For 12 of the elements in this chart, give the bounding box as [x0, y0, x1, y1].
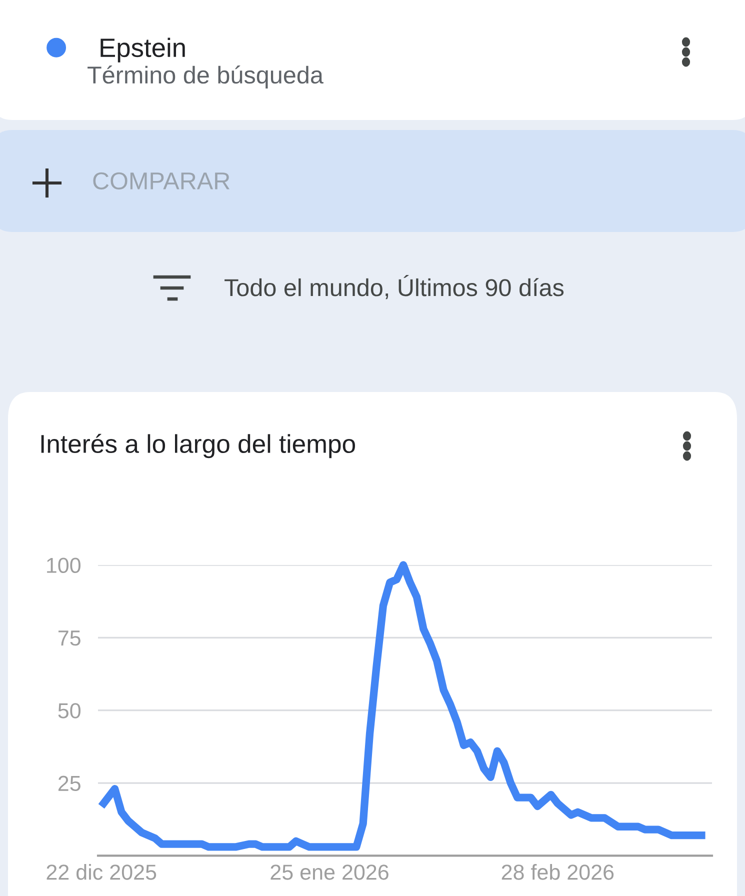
- chart-title: Interés a lo largo del tiempo: [41, 434, 355, 458]
- y-tick-label: 100: [47, 558, 80, 574]
- text: Término de búsqueda: [88, 66, 324, 88]
- y-tick-label: 50: [58, 703, 80, 718]
- text: COMPARAR: [93, 172, 230, 190]
- text: Todo el mundo, Últimos 90 días: [224, 274, 564, 300]
- x-tick-label: 28 feb 2026: [502, 864, 614, 880]
- legend-label: Epstein: [100, 38, 185, 62]
- y-tick-label: 75: [58, 630, 80, 646]
- y-tick-label: 25: [58, 776, 80, 792]
- x-tick-label: 25 ene 2026: [270, 864, 388, 880]
- x-tick-label: 22 dic 2025: [46, 864, 156, 880]
